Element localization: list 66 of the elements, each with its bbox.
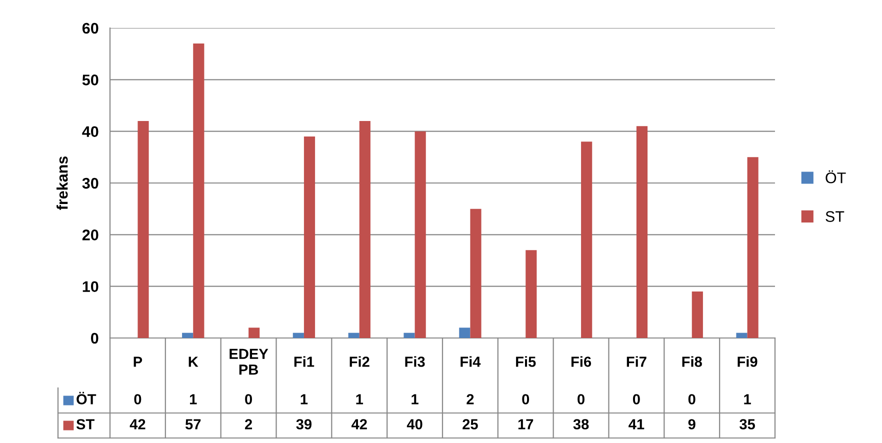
text: ÖT xyxy=(826,170,846,184)
x-tick-label: Fi9 xyxy=(738,356,758,367)
data-label: 1 xyxy=(744,394,751,404)
data-label: 39 xyxy=(296,419,312,430)
data-label: 0 xyxy=(632,394,640,404)
x-tick-label: Fi8 xyxy=(682,356,702,367)
x-tick-label: Fi4 xyxy=(460,356,481,367)
data-label: 40 xyxy=(406,419,422,430)
bar xyxy=(182,332,194,338)
bar xyxy=(304,136,316,338)
y-tick-label: 30 xyxy=(82,178,98,189)
bar xyxy=(292,332,304,338)
x-tick-label: Fi2 xyxy=(350,356,370,367)
data-label: 2 xyxy=(244,419,252,430)
bar xyxy=(747,157,758,338)
text: ST xyxy=(76,419,94,430)
bar xyxy=(526,250,537,338)
bar xyxy=(736,332,748,338)
data-label: 9 xyxy=(688,419,696,430)
y-tick-label: 20 xyxy=(82,230,98,240)
y-tick-label: 40 xyxy=(82,126,98,138)
bar xyxy=(692,292,703,338)
data-label: 1 xyxy=(300,394,308,404)
y-tick-label: 10 xyxy=(82,281,98,292)
x-tick-label: K xyxy=(188,356,198,367)
legend-label: ST xyxy=(826,211,844,222)
x-tick-label: EDEY PB xyxy=(230,348,268,375)
bar xyxy=(636,126,648,338)
x-tick-label: Fi6 xyxy=(571,356,592,367)
legend-label: ÖT xyxy=(76,392,96,404)
data-label: 42 xyxy=(130,419,146,430)
bar xyxy=(414,131,426,338)
data-label: 0 xyxy=(134,394,142,404)
bar xyxy=(138,121,149,338)
bar xyxy=(193,44,204,338)
bar xyxy=(470,208,482,338)
data-label: 0 xyxy=(245,394,252,404)
bar xyxy=(581,142,592,338)
data-label: 0 xyxy=(688,394,696,404)
data-label: 38 xyxy=(573,419,589,430)
y-tick-label: 0 xyxy=(90,332,98,344)
bar xyxy=(248,328,260,338)
x-tick-label: Fi3 xyxy=(405,356,425,367)
data-label: 0 xyxy=(522,394,530,404)
data-label: 25 xyxy=(462,419,478,430)
y-axis-title: frekans xyxy=(56,156,68,210)
data-label: 1 xyxy=(356,394,364,404)
y-tick-label: 50 xyxy=(82,74,98,86)
bar xyxy=(404,332,415,338)
data-label: 1 xyxy=(190,394,197,404)
x-tick-label: Fi1 xyxy=(294,356,314,367)
bar xyxy=(359,121,370,338)
y-tick-label: 60 xyxy=(82,22,98,34)
data-label: 17 xyxy=(518,419,534,430)
data-label: 41 xyxy=(628,419,644,430)
bar xyxy=(459,328,470,338)
data-label: 35 xyxy=(740,419,755,430)
x-tick-label: Fi5 xyxy=(516,356,536,367)
data-label: 0 xyxy=(578,394,584,404)
data-label: 1 xyxy=(412,394,418,404)
data-label: 42 xyxy=(351,419,367,430)
bar xyxy=(348,332,360,338)
data-label: 57 xyxy=(185,419,201,430)
x-tick-label: Fi7 xyxy=(626,356,646,367)
data-label: 2 xyxy=(466,394,474,404)
x-tick-label: P xyxy=(134,356,142,367)
